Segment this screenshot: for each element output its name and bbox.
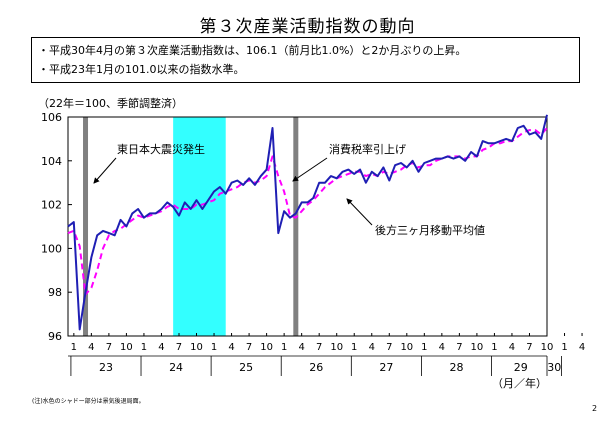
x-unit-label: （月／年） — [492, 376, 547, 390]
series-layer — [67, 114, 548, 331]
x-tick-label: 10 — [471, 342, 484, 353]
x-tick-label: 4 — [509, 342, 515, 353]
x-tick-label: 7 — [106, 342, 112, 353]
x-tick-label: 10 — [120, 342, 133, 353]
footnote: (注)水色のシャドー部分は景気後退局面。 — [32, 398, 145, 405]
x-tick-label: 10 — [541, 342, 554, 353]
year-label: 23 — [99, 361, 113, 374]
event-bar — [83, 117, 89, 336]
summary-box: ・平成30年4月の第３次産業活動指数は、106.1（前月比1.0%）と2か月ぶり… — [31, 37, 580, 83]
x-tick-label: 4 — [579, 342, 585, 353]
x-tick-label: 4 — [369, 342, 375, 353]
year-label: 24 — [169, 361, 183, 374]
y-tick-label: 102 — [41, 199, 62, 212]
x-tick-label: 7 — [526, 342, 532, 353]
page-title: 第３次産業活動指数の動向 — [199, 17, 416, 37]
unit-note: （22年＝100、季節調整済） — [38, 97, 183, 110]
y-tick-label: 100 — [41, 242, 62, 255]
event-bar — [293, 117, 299, 336]
y-tick-label: 104 — [41, 155, 62, 168]
year-label: 30 — [547, 361, 561, 374]
x-tick-label: 1 — [71, 342, 77, 353]
x-tick-label: 1 — [561, 342, 567, 353]
x-tick-label: 10 — [260, 342, 273, 353]
annotation-tax-hike-arrow — [292, 157, 328, 182]
x-tick-label: 1 — [141, 342, 147, 353]
annotation-layer: 東日本大震災発生 消費税率引上げ 後方三ヶ月移動平均値 — [93, 142, 485, 237]
year-label: 25 — [239, 361, 253, 374]
x-tick-label: 1 — [351, 342, 357, 353]
legend-moving-average-arrow — [346, 198, 373, 226]
recession-shade — [173, 117, 226, 336]
year-label: 28 — [449, 361, 463, 374]
annotation-earthquake-arrow — [93, 157, 117, 184]
x-tick-label: 1 — [421, 342, 427, 353]
year-label: 26 — [309, 361, 323, 374]
x-tick-label: 4 — [298, 342, 304, 353]
x-tick-label: 4 — [228, 342, 234, 353]
y-tick-label: 106 — [41, 111, 62, 124]
x-tick-label: 10 — [190, 342, 203, 353]
x-tick-label: 4 — [88, 342, 94, 353]
x-tick-label: 7 — [316, 342, 322, 353]
legend-moving-average: 後方三ヶ月移動平均値 — [375, 223, 485, 237]
x-tick-label: 1 — [211, 342, 217, 353]
summary-line: ・平成23年1月の101.0以来の指数水準。 — [38, 63, 245, 76]
x-tick-label: 1 — [281, 342, 287, 353]
x-tick-label: 4 — [158, 342, 164, 353]
y-tick-label: 98 — [48, 286, 62, 299]
x-tick-label: 4 — [439, 342, 445, 353]
series-original-line — [67, 114, 548, 331]
x-tick-label: 10 — [400, 342, 413, 353]
y-tick-label: 96 — [48, 330, 62, 343]
x-tick-label: 1 — [491, 342, 497, 353]
shade-layer — [83, 117, 299, 336]
page-number: 2 — [592, 404, 598, 413]
x-tick-label: 10 — [330, 342, 343, 353]
annotation-tax-hike: 消費税率引上げ — [329, 142, 406, 156]
annotation-earthquake: 東日本大震災発生 — [117, 142, 205, 156]
summary-line: ・平成30年4月の第３次産業活動指数は、106.1（前月比1.0%）と2か月ぶり… — [38, 44, 467, 57]
x-tick-label: 7 — [246, 342, 252, 353]
x-tick-label: 7 — [386, 342, 392, 353]
year-label: 27 — [379, 361, 393, 374]
year-label: 29 — [514, 361, 528, 374]
x-tick-label: 7 — [176, 342, 182, 353]
x-tick-label: 7 — [456, 342, 462, 353]
